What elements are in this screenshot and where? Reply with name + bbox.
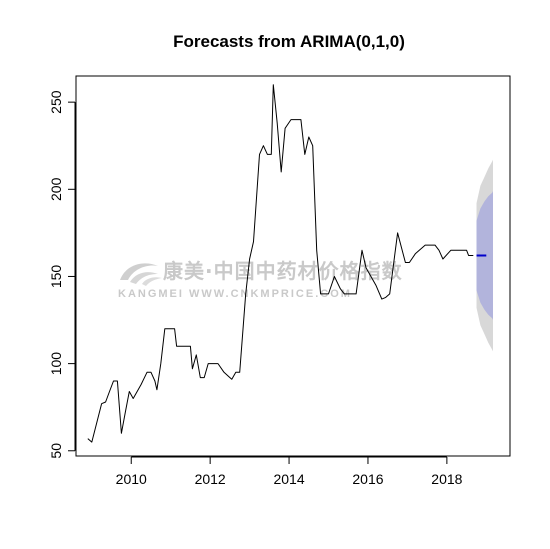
x-axis: 2010 2012 2014 2016 2018: [116, 456, 463, 487]
series-lines: [87, 84, 487, 443]
y-tick-label: 200: [48, 177, 64, 201]
x-tick-label: 2014: [273, 471, 304, 487]
watermark-logo: [120, 263, 162, 286]
x-tick-label: 2018: [431, 471, 462, 487]
plot-frame: [75, 75, 511, 457]
y-tick-label: 150: [48, 265, 64, 289]
observed-series-line: [87, 84, 474, 443]
watermark-chinese-text: 康美·中国中药材价格指数: [163, 259, 403, 283]
y-axis: 50 100 150 200 250: [48, 90, 76, 459]
y-tick-label: 100: [48, 352, 64, 376]
x-tick-label: 2016: [352, 471, 383, 487]
chart-title: Forecasts from ARIMA(0,1,0): [173, 32, 405, 51]
watermark: 康美·中国中药材价格指数 KANGMEI WWW.CNKMPRICE.COM: [118, 259, 403, 300]
x-tick-label: 2010: [116, 471, 147, 487]
y-tick-label: 50: [48, 443, 64, 459]
y-tick-label: 250: [48, 90, 64, 114]
watermark-english-text: KANGMEI WWW.CNKMPRICE.COM: [118, 288, 352, 300]
x-tick-label: 2012: [195, 471, 226, 487]
